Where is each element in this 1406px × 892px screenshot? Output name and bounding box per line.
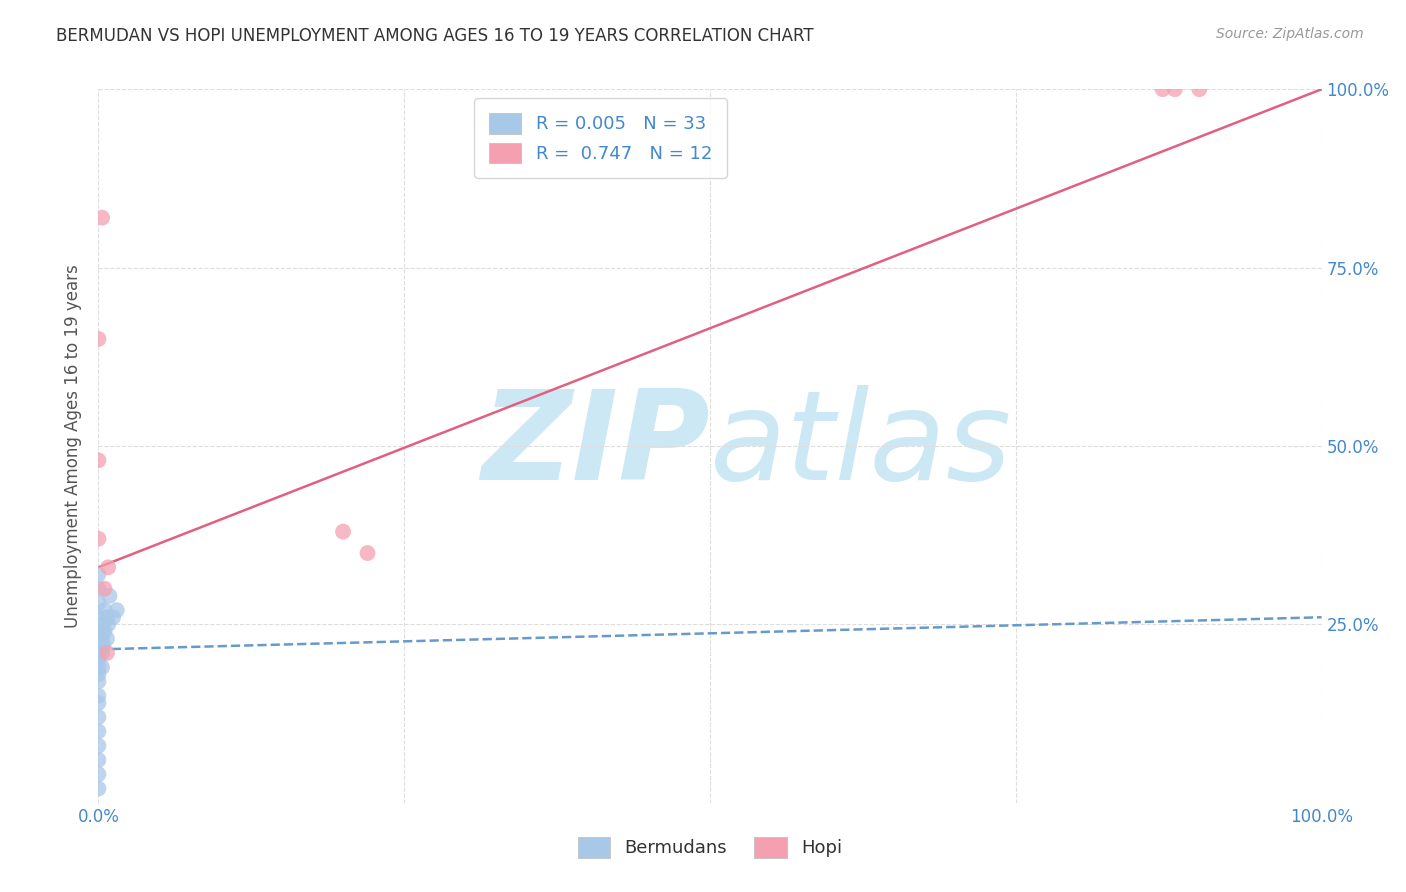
Point: [87, 646, 110, 660]
Point: [87, 689, 110, 703]
Y-axis label: Unemployment Among Ages 16 to 19 years: Unemployment Among Ages 16 to 19 years: [65, 264, 83, 628]
Point: [91, 660, 114, 674]
Point: [87, 724, 110, 739]
Point: [87, 667, 110, 681]
Text: ZIP: ZIP: [481, 385, 710, 507]
Point: [97, 617, 120, 632]
Point: [87, 653, 110, 667]
Point: [87, 624, 110, 639]
Point: [91, 639, 114, 653]
Point: [87, 567, 110, 582]
Text: atlas: atlas: [710, 385, 1012, 507]
Point: [87, 596, 110, 610]
Point: [87, 781, 110, 796]
Point: [87, 753, 110, 767]
Point: [105, 603, 128, 617]
Point: [87, 632, 110, 646]
Point: [87, 767, 110, 781]
Point: [332, 524, 354, 539]
Text: BERMUDAN VS HOPI UNEMPLOYMENT AMONG AGES 16 TO 19 YEARS CORRELATION CHART: BERMUDAN VS HOPI UNEMPLOYMENT AMONG AGES…: [56, 27, 814, 45]
Point: [91, 211, 114, 225]
Point: [1164, 82, 1187, 96]
Point: [87, 610, 110, 624]
Point: [96, 632, 118, 646]
Point: [87, 532, 110, 546]
Point: [87, 660, 110, 674]
Point: [87, 696, 110, 710]
Point: [87, 332, 110, 346]
Point: [87, 710, 110, 724]
Point: [91, 632, 114, 646]
Text: Source: ZipAtlas.com: Source: ZipAtlas.com: [1216, 27, 1364, 41]
Point: [87, 739, 110, 753]
Point: [96, 646, 118, 660]
Point: [87, 639, 110, 653]
Legend: Bermudans, Hopi: Bermudans, Hopi: [571, 830, 849, 865]
Point: [87, 674, 110, 689]
Point: [356, 546, 378, 560]
Point: [1188, 82, 1211, 96]
Point: [93, 603, 115, 617]
Point: [96, 610, 118, 624]
Point: [93, 582, 115, 596]
Point: [98, 589, 121, 603]
Point: [87, 582, 110, 596]
Point: [93, 624, 115, 639]
Point: [87, 453, 110, 467]
Point: [97, 560, 120, 574]
Point: [1152, 82, 1174, 96]
Point: [91, 617, 114, 632]
Point: [101, 610, 124, 624]
Point: [91, 646, 114, 660]
